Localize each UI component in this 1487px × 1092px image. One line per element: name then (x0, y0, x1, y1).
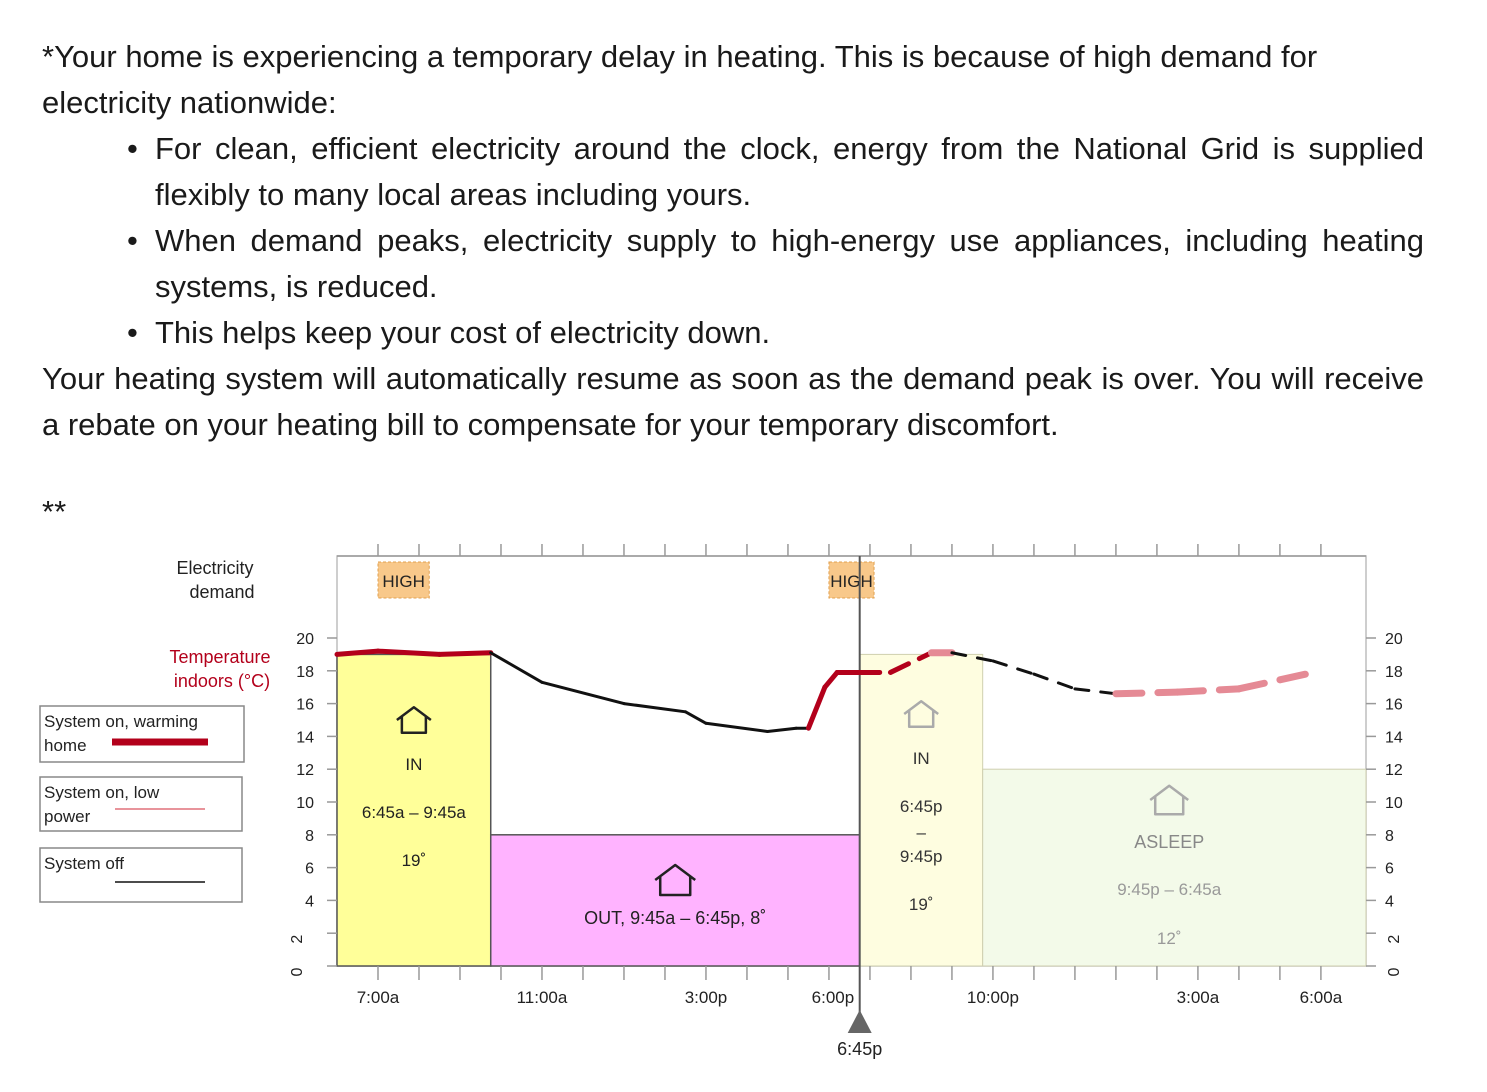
current-time-label: 6:45p (837, 1039, 882, 1059)
current-time-pointer (847, 1010, 872, 1033)
schedule-time-in-evening-end: 9:45p (900, 847, 943, 866)
x-tick-label: 3:00a (1177, 988, 1220, 1007)
series-segment-actual (822, 669, 840, 690)
schedule-time-in: 6:45a – 9:45a (362, 803, 467, 822)
schedule-label-in-evening: IN (913, 749, 930, 768)
schedule-setpoint-asleep: 12˚ (1157, 929, 1182, 948)
series-segment-actual (334, 648, 381, 657)
series-segment-forecast (991, 659, 1036, 676)
house-in-evening-icon (903, 700, 939, 728)
y-tick-label-left: 4 (305, 893, 314, 910)
notice-bullet: When demand peaks, electricity supply to… (127, 218, 1424, 310)
legend-label: home (44, 736, 87, 755)
house-out-icon (654, 863, 696, 897)
house-outline (1149, 784, 1189, 816)
legend-box (39, 847, 243, 903)
y-tick-label-left: 8 (305, 828, 314, 845)
house-outline (396, 706, 432, 734)
y-tick-label-right: 6 (1385, 861, 1394, 878)
y-tick-label-right: 10 (1385, 795, 1403, 812)
schedule-time-asleep: 9:45p – 6:45a (1117, 880, 1222, 899)
notice-intro: *Your home is experiencing a temporary d… (42, 39, 1318, 120)
y-tick-label-right: 14 (1385, 729, 1403, 746)
legend-label: System on, low (44, 783, 160, 802)
series-segment-actual (683, 710, 708, 725)
notice-bullet: This helps keep your cost of electricity… (127, 310, 1424, 356)
y-tick-label-right: 4 (1385, 893, 1394, 910)
x-tick-label: 6:00a (1300, 988, 1343, 1007)
series-segment-actual (805, 684, 828, 731)
demand-label: Electricity (176, 558, 253, 578)
series-segment-actual (622, 702, 687, 714)
y-tick-label-left: 12 (296, 762, 314, 779)
series-segment-forecast (1032, 672, 1077, 691)
notice-bullet-list: For clean, efficient electricity around … (42, 126, 1424, 356)
y-axis-label: Temperature (169, 647, 270, 667)
x-tick-label: 7:00a (357, 988, 400, 1007)
legend-box (39, 776, 243, 832)
y-tick-label-left: 6 (305, 861, 314, 878)
series-segment-forecast (1112, 688, 1181, 698)
y-tick-label-left: 14 (296, 729, 314, 746)
y-tick-label-right: 0 (1386, 967, 1403, 976)
series-segment-actual (704, 721, 769, 733)
schedule-label-asleep: ASLEEP (1134, 832, 1204, 852)
y-tick-label-right: 18 (1385, 664, 1403, 681)
y-tick-label-right: 12 (1385, 762, 1403, 779)
schedule-setpoint-in: 19˚ (402, 851, 427, 870)
legend-label: System off (44, 854, 124, 873)
y-tick-label-left: 10 (296, 795, 314, 812)
series-segment-forecast (1173, 685, 1243, 696)
demand-label: demand (189, 582, 254, 602)
y-tick-label-right: 8 (1385, 828, 1394, 845)
series-segment-forecast (950, 651, 995, 663)
house-asleep-icon (1149, 784, 1189, 816)
schedule-label-out: OUT, 9:45a – 6:45p, 8˚ (584, 908, 766, 928)
y-tick-label-left: 2 (289, 935, 306, 944)
legend-box (39, 705, 245, 763)
high-demand-label: HIGH (830, 572, 873, 591)
house-outline (903, 700, 939, 728)
high-demand-box (828, 561, 875, 599)
high-demand-box (377, 561, 430, 599)
series-segment-actual (540, 680, 626, 706)
y-tick-label-left: 18 (296, 664, 314, 681)
notice-bullet: For clean, efficient electricity around … (127, 126, 1424, 218)
x-tick-label: 11:00a (517, 988, 568, 1007)
series-segment-actual (375, 648, 442, 657)
x-tick-label: 3:00p (685, 988, 728, 1007)
y-tick-label-left: 20 (296, 631, 314, 648)
house-in-icon (396, 706, 432, 734)
y-tick-label-left: 16 (296, 697, 314, 714)
series-segment-forecast (1235, 667, 1325, 693)
schedule-block-asleep (982, 768, 1367, 967)
x-tick-label: 10:00p (967, 988, 1019, 1007)
series-segment-actual (436, 650, 494, 657)
high-demand-label: HIGH (382, 572, 425, 591)
schedule-time-in-evening: 6:45p (900, 797, 943, 816)
schedule-label-in: IN (405, 755, 422, 774)
x-tick-label: 6:00p (812, 988, 855, 1007)
legend-label: power (44, 807, 91, 826)
y-axis-label: indoors (°C) (174, 671, 270, 691)
footnote-marker: ** (42, 494, 67, 529)
schedule-block-out (489, 834, 861, 967)
series-segment-actual (489, 651, 544, 684)
legend-label: System on, warming (44, 712, 198, 731)
y-tick-label-right: 20 (1385, 631, 1403, 648)
series-segment-forecast (887, 650, 934, 675)
series-segment-actual (765, 726, 798, 733)
schedule-time-sep: – (916, 823, 926, 842)
y-tick-label-right: 2 (1386, 935, 1403, 944)
heating-delay-notice: *Your home is experiencing a temporary d… (42, 34, 1424, 448)
series-segment-forecast (1073, 687, 1118, 696)
house-outline (654, 863, 696, 897)
notice-closing: Your heating system will automatically r… (42, 361, 1424, 442)
schedule-block-in (859, 653, 984, 967)
y-tick-label-left: 0 (289, 967, 306, 976)
schedule-setpoint-in-evening: 19˚ (909, 895, 934, 914)
y-tick-label-right: 16 (1385, 697, 1403, 714)
